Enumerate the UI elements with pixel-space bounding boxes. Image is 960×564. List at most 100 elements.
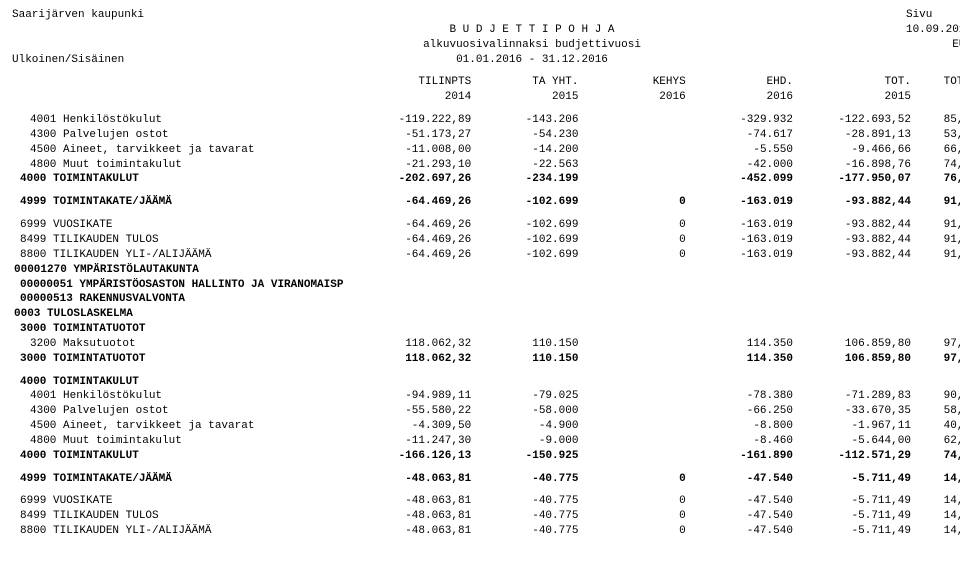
row-value: 106.859,80 (795, 352, 913, 367)
row-value: -33.670,35 (795, 404, 913, 419)
col-tot: TOT. (795, 75, 913, 90)
row-value: -4.900 (473, 419, 580, 434)
row-value: -5.711,49 (795, 472, 913, 487)
row-label: 4999 TOIMINTAKATE/JÄÄMÄ (12, 472, 366, 487)
row-value: 76,0 (913, 172, 960, 187)
doc-title-1: B U D J E T T I P O H J A (449, 24, 614, 36)
row-value: 0 (580, 494, 687, 509)
table-row: 8499 TILIKAUDEN TULOS-48.063,81-40.7750-… (12, 509, 960, 524)
row-value: -4.309,50 (366, 419, 473, 434)
row-label: 8800 TILIKAUDEN YLI-/ALIJÄÄMÄ (12, 248, 366, 263)
row-value: -47.540 (688, 509, 795, 524)
row-label: 4000 TOIMINTAKULUT (12, 172, 366, 187)
row-value: -102.699 (473, 248, 580, 263)
row-value: -9.000 (473, 434, 580, 449)
row-value (580, 434, 687, 449)
row-value: 0 (580, 472, 687, 487)
row-value: 0 (580, 524, 687, 539)
table-row: 8499 TILIKAUDEN TULOS-64.469,26-102.6990… (12, 233, 960, 248)
table-row: 4999 TOIMINTAKATE/JÄÄMÄ-64.469,26-102.69… (12, 195, 960, 210)
row-value (580, 113, 687, 128)
table-row: 4800 Muut toimintakulut-21.293,10-22.563… (12, 158, 960, 173)
row-label: 4500 Aineet, tarvikkeet ja tavarat (12, 419, 366, 434)
group-tuloslaskelma: 0003 TULOSLASKELMA (12, 307, 366, 322)
page-label: Sivu (906, 9, 932, 21)
row-value: -71.289,83 (795, 389, 913, 404)
row-value: -58.000 (473, 404, 580, 419)
row-value: -5.711,49 (795, 524, 913, 539)
row-value: 0 (580, 218, 687, 233)
row-value (580, 404, 687, 419)
row-value: 91,4 (913, 195, 960, 210)
table-row: 4001 Henkilöstökulut-94.989,11-79.025-78… (12, 389, 960, 404)
table-row: 4000 TOIMINTAKULUT-202.697,26-234.199-45… (12, 172, 960, 187)
row-value (580, 172, 687, 187)
row-value: 62,7 (913, 434, 960, 449)
report-table: TILINPTS TA YHT. KEHYS EHD. TOT. TOT% 20… (12, 75, 960, 539)
row-value: -202.697,26 (366, 172, 473, 187)
table-row: 3000 TOIMINTATUOTOT118.062,32110.150114.… (12, 352, 960, 367)
row-value: -143.206 (473, 113, 580, 128)
row-value: 118.062,32 (366, 337, 473, 352)
table-row: 4300 Palvelujen ostot-51.173,27-54.230-7… (12, 128, 960, 143)
row-value: 14,0 (913, 524, 960, 539)
row-value: -66.250 (688, 404, 795, 419)
col-tayht: TA YHT. (473, 75, 580, 90)
row-value: -40.775 (473, 524, 580, 539)
row-value: -112.571,29 (795, 449, 913, 464)
row-value (580, 419, 687, 434)
group-toimintakulut: 4000 TOIMINTAKULUT (12, 375, 366, 390)
row-label: 4800 Muut toimintakulut (12, 158, 366, 173)
row-value: -64.469,26 (366, 233, 473, 248)
table-row: 8800 TILIKAUDEN YLI-/ALIJÄÄMÄ-48.063,81-… (12, 524, 960, 539)
row-label: 6999 VUOSIKATE (12, 494, 366, 509)
row-value: -47.540 (688, 472, 795, 487)
row-value: -64.469,26 (366, 195, 473, 210)
row-value: -40.775 (473, 509, 580, 524)
row-value: 110.150 (473, 352, 580, 367)
table-row: 4999 TOIMINTAKATE/JÄÄMÄ-48.063,81-40.775… (12, 472, 960, 487)
row-value: 0 (580, 509, 687, 524)
row-value: -11.247,30 (366, 434, 473, 449)
row-value: -177.950,07 (795, 172, 913, 187)
row-value: -163.019 (688, 218, 795, 233)
row-value: 0 (580, 248, 687, 263)
row-value: 85,7 (913, 113, 960, 128)
row-value: -93.882,44 (795, 218, 913, 233)
table-row: 4800 Muut toimintakulut-11.247,30-9.000 -… (12, 434, 960, 449)
table-row: 4500 Aineet, tarvikkeet ja tavarat-4.309… (12, 419, 960, 434)
group-toimintatuotot: 3000 TOIMINTATUOTOT (12, 322, 366, 337)
doc-scope: Ulkoinen/Sisäinen (12, 54, 124, 66)
row-value: -102.699 (473, 218, 580, 233)
row-value: 66,7 (913, 143, 960, 158)
row-value: 97,0 (913, 337, 960, 352)
row-value: -48.063,81 (366, 509, 473, 524)
row-value: -79.025 (473, 389, 580, 404)
row-value: -119.222,89 (366, 113, 473, 128)
row-value: -78.380 (688, 389, 795, 404)
row-label: 3000 TOIMINTATUOTOT (12, 352, 366, 367)
row-label: 4800 Muut toimintakulut (12, 434, 366, 449)
row-value: 74,6 (913, 449, 960, 464)
row-value: -5.644,00 (795, 434, 913, 449)
group-ymparistolautakunta: 00001270 YMPÄRISTÖLAUTAKUNTA (12, 263, 366, 278)
row-value: -5.711,49 (795, 494, 913, 509)
row-value: -5.550 (688, 143, 795, 158)
doc-title-2: alkuvuosivalinnaksi budjettivuosi (423, 39, 641, 51)
row-label: 8800 TILIKAUDEN YLI-/ALIJÄÄMÄ (12, 524, 366, 539)
doc-date: 10.09.2015 (906, 24, 960, 36)
row-value: 58,1 (913, 404, 960, 419)
row-value: 90,2 (913, 389, 960, 404)
row-value (580, 389, 687, 404)
row-value: -47.540 (688, 494, 795, 509)
row-value: 97,0 (913, 352, 960, 367)
row-value: -9.466,66 (795, 143, 913, 158)
table-row: 4300 Palvelujen ostot-55.580,22-58.000-6… (12, 404, 960, 419)
row-value: -93.882,44 (795, 195, 913, 210)
doc-currency: EUR (952, 39, 960, 51)
row-value: 40,1 (913, 419, 960, 434)
row-value: -163.019 (688, 233, 795, 248)
row-value: -55.580,22 (366, 404, 473, 419)
row-value: -163.019 (688, 195, 795, 210)
row-value: -93.882,44 (795, 233, 913, 248)
